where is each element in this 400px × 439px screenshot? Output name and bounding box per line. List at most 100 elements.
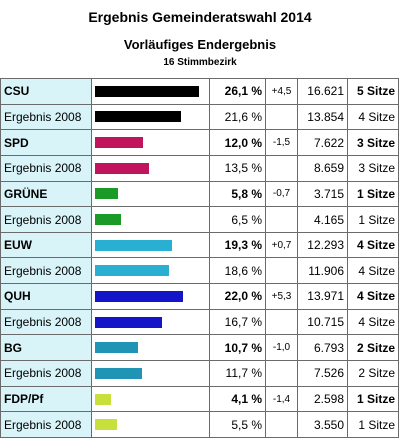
percent-cell: 11,7 % <box>209 360 266 387</box>
party-name-cell: Ergebnis 2008 <box>0 360 92 387</box>
results-table: CSU 26,1 % +4,5 16.621 5 Sitze Ergebnis 2008 2… <box>0 78 399 438</box>
vote-share-bar <box>95 214 121 226</box>
seats-cell: 4 Sitze <box>347 308 399 336</box>
vote-share-bar-cell <box>91 231 210 259</box>
seats-cell: 1 Sitze <box>347 180 399 208</box>
seats-cell: 1 Sitze <box>347 385 399 413</box>
votes-cell: 3.550 <box>297 411 348 438</box>
party-name-cell: GRÜNE <box>0 180 92 208</box>
vote-share-bar-cell <box>91 334 210 362</box>
vote-share-bar-cell <box>91 283 210 310</box>
votes-cell: 6.793 <box>297 334 348 362</box>
change-cell: -1,5 <box>265 129 298 156</box>
previous-result-row: Ergebnis 2008 5,5 % 3.550 1 Sitze <box>0 411 399 438</box>
vote-share-bar <box>95 239 172 251</box>
change-cell: -1,0 <box>265 334 298 362</box>
vote-share-bar <box>95 316 162 328</box>
percent-cell: 5,5 % <box>209 411 266 438</box>
change-cell <box>265 360 298 387</box>
party-name-cell: CSU <box>0 78 92 105</box>
percent-cell: 13,5 % <box>209 154 266 182</box>
votes-cell: 8.659 <box>297 154 348 182</box>
change-cell: -1,4 <box>265 385 298 413</box>
votes-cell: 16.621 <box>297 78 348 105</box>
percent-cell: 21,6 % <box>209 103 266 131</box>
seats-cell: 3 Sitze <box>347 129 399 156</box>
vote-share-bar <box>95 85 199 97</box>
percent-cell: 4,1 % <box>209 385 266 413</box>
votes-cell: 10.715 <box>297 308 348 336</box>
votes-cell: 13.971 <box>297 283 348 310</box>
party-name-cell: BG <box>0 334 92 362</box>
percent-cell: 26,1 % <box>209 78 266 105</box>
seats-cell: 2 Sitze <box>347 334 399 362</box>
seats-cell: 4 Sitze <box>347 103 399 131</box>
vote-share-bar-cell <box>91 154 210 182</box>
change-cell <box>265 103 298 131</box>
change-cell <box>265 154 298 182</box>
party-name-cell: Ergebnis 2008 <box>0 411 92 438</box>
district-count: 16 Stimmbezirk <box>163 57 237 68</box>
seats-cell: 1 Sitze <box>347 411 399 438</box>
previous-result-row: Ergebnis 2008 13,5 % 8.659 3 Sitze <box>0 154 399 182</box>
vote-share-bar-cell <box>91 206 210 233</box>
party-name-cell: EUW <box>0 231 92 259</box>
seats-cell: 3 Sitze <box>347 154 399 182</box>
change-cell <box>265 206 298 233</box>
party-result-row: SPD 12,0 % -1,5 7.622 3 Sitze <box>0 129 399 156</box>
party-name-cell: Ergebnis 2008 <box>0 308 92 336</box>
change-cell <box>265 257 298 285</box>
party-name-cell: Ergebnis 2008 <box>0 154 92 182</box>
votes-cell: 2.598 <box>297 385 348 413</box>
vote-share-bar-cell <box>91 103 210 131</box>
party-result-row: QUH 22,0 % +5,3 13.971 4 Sitze <box>0 283 399 310</box>
change-cell: +4,5 <box>265 78 298 105</box>
vote-share-bar-cell <box>91 257 210 285</box>
seats-cell: 4 Sitze <box>347 283 399 310</box>
vote-share-bar-cell <box>91 180 210 208</box>
page-subtitle: Vorläufiges Endergebnis <box>123 37 277 52</box>
party-name-cell: FDP/Pf <box>0 385 92 413</box>
vote-share-bar <box>95 393 111 405</box>
party-result-row: EUW 19,3 % +0,7 12.293 4 Sitze <box>0 231 399 259</box>
seats-cell: 5 Sitze <box>347 78 399 105</box>
percent-cell: 10,7 % <box>209 334 266 362</box>
party-result-row: GRÜNE 5,8 % -0,7 3.715 1 Sitze <box>0 180 399 208</box>
party-name-cell: Ergebnis 2008 <box>0 206 92 233</box>
vote-share-bar <box>95 265 169 277</box>
vote-share-bar-cell <box>91 78 210 105</box>
change-cell <box>265 308 298 336</box>
seats-cell: 4 Sitze <box>347 257 399 285</box>
vote-share-bar <box>95 419 117 431</box>
votes-cell: 11.906 <box>297 257 348 285</box>
percent-cell: 12,0 % <box>209 129 266 156</box>
vote-share-bar-cell <box>91 308 210 336</box>
vote-share-bar <box>95 290 183 302</box>
vote-share-bar <box>95 137 143 149</box>
change-cell: -0,7 <box>265 180 298 208</box>
percent-cell: 18,6 % <box>209 257 266 285</box>
party-name-cell: Ergebnis 2008 <box>0 257 92 285</box>
percent-cell: 19,3 % <box>209 231 266 259</box>
vote-share-bar-cell <box>91 360 210 387</box>
vote-share-bar-cell <box>91 129 210 156</box>
results-body: CSU 26,1 % +4,5 16.621 5 Sitze Ergebnis 2008 2… <box>0 78 399 438</box>
vote-share-bar <box>95 162 149 174</box>
votes-cell: 7.622 <box>297 129 348 156</box>
party-result-row: FDP/Pf 4,1 % -1,4 2.598 1 Sitze <box>0 385 399 413</box>
vote-share-bar <box>95 367 142 379</box>
change-cell: +5,3 <box>265 283 298 310</box>
previous-result-row: Ergebnis 2008 16,7 % 10.715 4 Sitze <box>0 308 399 336</box>
vote-share-bar <box>95 188 118 200</box>
votes-cell: 7.526 <box>297 360 348 387</box>
percent-cell: 22,0 % <box>209 283 266 310</box>
previous-result-row: Ergebnis 2008 11,7 % 7.526 2 Sitze <box>0 360 399 387</box>
votes-cell: 4.165 <box>297 206 348 233</box>
change-cell <box>265 411 298 438</box>
party-name-cell: SPD <box>0 129 92 156</box>
change-cell: +0,7 <box>265 231 298 259</box>
vote-share-bar-cell <box>91 385 210 413</box>
previous-result-row: Ergebnis 2008 6,5 % 4.165 1 Sitze <box>0 206 399 233</box>
votes-cell: 12.293 <box>297 231 348 259</box>
seats-cell: 1 Sitze <box>347 206 399 233</box>
